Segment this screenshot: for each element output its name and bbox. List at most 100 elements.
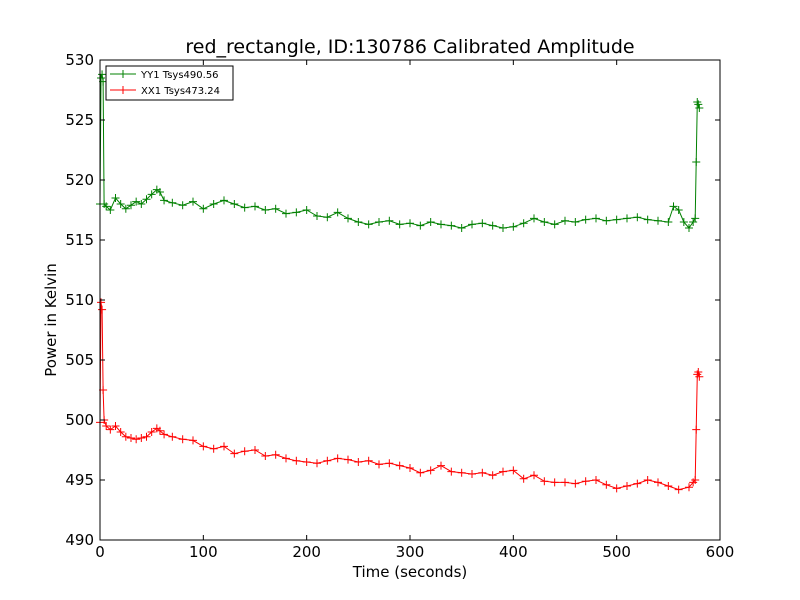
series-2-point <box>695 372 704 381</box>
series-1-point <box>168 198 177 207</box>
series-2-point <box>416 468 425 477</box>
series-2-point <box>98 305 107 314</box>
series-1-point <box>571 218 580 226</box>
y-tick-label: 525 <box>65 111 94 129</box>
series-2-point <box>199 442 208 451</box>
y-tick-label: 530 <box>65 51 94 69</box>
series-2-point <box>694 368 703 376</box>
series-1-point <box>97 74 106 82</box>
series-1-point <box>478 219 487 228</box>
series-2-point <box>364 456 373 465</box>
y-tick-label: 505 <box>65 351 94 369</box>
series-2-point <box>654 478 662 487</box>
legend-item-2: XX1 Tsys473.24 <box>110 86 220 97</box>
series-2-point <box>674 485 683 494</box>
series-2-point <box>121 432 130 441</box>
series-2-point <box>220 442 228 451</box>
series-1-point <box>230 200 239 208</box>
series-2-point <box>142 432 151 441</box>
x-axis-label: Time (seconds) <box>352 563 468 581</box>
series-1-point <box>623 214 631 223</box>
series-2-point <box>509 466 518 475</box>
series-1-point <box>685 224 693 232</box>
x-tick-label: 200 <box>292 543 321 561</box>
y-tick-label: 520 <box>65 171 94 189</box>
series-2-point <box>581 477 590 486</box>
series-2-point <box>106 425 115 434</box>
series-2-point <box>102 422 111 430</box>
series-2-point <box>540 477 549 486</box>
series-2-point <box>468 470 476 478</box>
series-1-point <box>530 214 538 223</box>
series-1-point <box>385 216 394 225</box>
series-2-point <box>437 461 445 470</box>
series-1-point <box>364 220 373 229</box>
series-1-point <box>664 218 673 226</box>
series-1-point <box>695 104 704 112</box>
series-1-point <box>561 216 569 225</box>
series-2-point <box>664 482 673 490</box>
series-1-point <box>121 204 130 213</box>
series-2-point <box>323 456 332 465</box>
series-2-point <box>271 450 280 459</box>
series-2-point <box>111 422 120 430</box>
series-1-point <box>102 202 111 211</box>
series-1-point <box>679 218 688 226</box>
series-1-point <box>302 206 311 214</box>
series-2-point <box>692 425 701 434</box>
series-1-point <box>689 218 698 226</box>
series-1-point <box>468 220 476 229</box>
series-1-point <box>406 219 414 228</box>
series-2-point <box>137 434 146 442</box>
ticks-layer: 0 100 200 300 400 500 600 490 495 500 505 510 515 520… <box>65 51 734 561</box>
series-1-point <box>602 216 611 225</box>
x-tick-label: 500 <box>602 543 631 561</box>
series-2-point <box>344 455 352 464</box>
series-1-point <box>116 200 125 208</box>
series-2-point <box>561 478 569 487</box>
series-1-point <box>178 201 187 210</box>
series-1-point <box>240 203 249 212</box>
legend-box <box>105 65 234 101</box>
series-2-point <box>333 454 342 463</box>
series-2-point <box>230 449 239 458</box>
series-2-point <box>261 452 270 460</box>
series-1-point <box>612 215 621 224</box>
series-1-point <box>106 206 115 214</box>
series-1-point <box>692 158 701 166</box>
series-2-point <box>488 471 497 480</box>
series-2-point <box>354 458 363 466</box>
series-2-point <box>691 476 700 484</box>
series-1-point <box>292 208 301 217</box>
series-1-point <box>674 206 683 214</box>
series-2-point <box>147 428 156 436</box>
series-1-point <box>550 220 559 229</box>
series-1-point <box>354 218 363 226</box>
series-2-point <box>160 430 169 439</box>
series-2-point <box>499 467 507 476</box>
series-2-point <box>127 434 135 442</box>
series-2-point <box>550 478 559 487</box>
series-1-point <box>592 214 600 223</box>
series-1-point <box>137 200 146 208</box>
series-1-point <box>199 204 208 213</box>
series-2-point <box>168 432 177 441</box>
series-1-point <box>633 213 642 222</box>
series-1-point <box>98 70 107 79</box>
series-2-point <box>189 436 197 445</box>
y-axis-label: Power in Kelvin <box>42 263 60 377</box>
series-1-point <box>111 194 120 202</box>
y-tick-label: 515 <box>65 231 94 249</box>
series-1-point <box>416 221 425 230</box>
series-1-point <box>694 100 703 109</box>
series-2-point <box>209 444 218 453</box>
series-1-point <box>654 216 662 225</box>
legend-label: YY1 Tsys490.56 <box>140 70 219 81</box>
series-2-point <box>406 464 414 472</box>
chart-title: red_rectangle, ID:130786 Calibrated Ampl… <box>185 36 634 58</box>
legend-swatch-marker <box>119 86 127 94</box>
series-2-point <box>519 474 528 483</box>
legend-item-1: YY1 Tsys490.56 <box>110 70 219 81</box>
series-1-point <box>447 221 456 230</box>
